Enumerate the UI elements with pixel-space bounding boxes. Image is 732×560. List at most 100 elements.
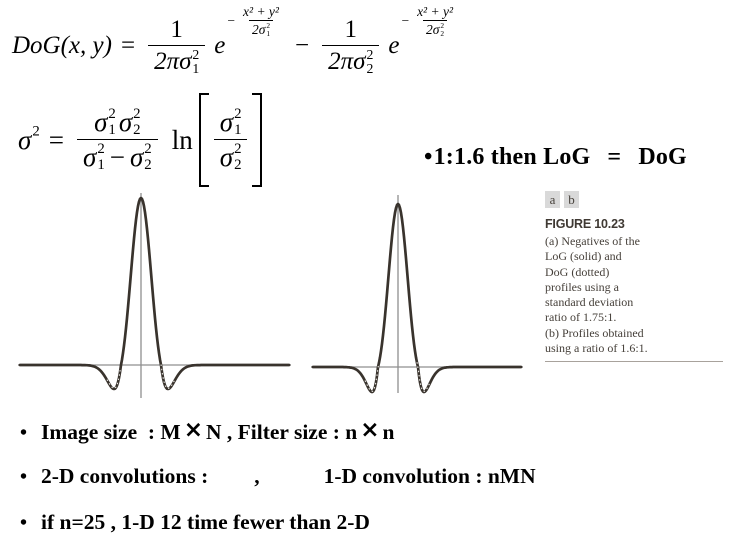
- times-sign: ×: [360, 417, 380, 443]
- exponent-fraction: x² + y² 2σ 2 1: [240, 4, 282, 38]
- neg-log-solid-curve-left: [18, 196, 291, 391]
- math-token: 2πσ: [154, 48, 192, 75]
- sub-sup-stack: 2 1: [234, 107, 241, 137]
- minus-sign: −: [294, 32, 310, 59]
- math-lhs: σ 2: [18, 123, 40, 156]
- caption-line: LoG (solid) and: [545, 249, 622, 264]
- sigma-term: σ 2 2: [220, 142, 242, 173]
- bullet-n25-comparison: • if n=25 , 1-D 12 time fewer than 2-D: [20, 510, 370, 535]
- left-bracket: [198, 93, 209, 187]
- sub-sup-stack: 2 2: [440, 22, 444, 37]
- math-token: σ: [82, 142, 97, 172]
- fraction-numerator: 1: [170, 15, 183, 43]
- bullet-marker: •: [20, 422, 28, 444]
- math-token: 2: [144, 141, 152, 158]
- bullet-image-filter-size: • Image size : M × N , Filter size : n ×…: [20, 417, 395, 445]
- superscript: 2: [32, 123, 40, 140]
- bullet-text: 1-D convolution : nMN: [323, 464, 536, 488]
- sub-sup-stack: 2 2: [234, 142, 241, 172]
- fraction-denominator: 2σ 2 1: [248, 20, 274, 38]
- comma: ,: [254, 464, 260, 488]
- math-token: 2: [234, 156, 242, 173]
- math-token: 1: [192, 61, 200, 76]
- neg-dog-dotted-curve-right: [364, 362, 431, 393]
- dog-formula: DoG(x, y) = 1 2πσ 2 1 e − x² + y² 2σ 2: [12, 4, 460, 88]
- math-token: 2: [234, 106, 242, 123]
- math-token: 2: [440, 21, 445, 31]
- bullet-text: 2-D convolutions :: [41, 464, 209, 488]
- caption-text: (a) Negatives of the LoG (solid) and DoG…: [545, 234, 727, 356]
- caption-line: profiles using a: [545, 279, 619, 294]
- math-token: 1: [97, 156, 105, 173]
- math-token: σ: [129, 142, 144, 172]
- sub-sup-stack: 2 2: [366, 47, 374, 76]
- sigma-term: σ 2 2: [119, 107, 141, 138]
- math-token: σ: [118, 107, 133, 137]
- math-token: 1: [234, 121, 242, 138]
- caption-line: using a ratio of 1.6:1.: [545, 341, 648, 356]
- fraction-denominator: 2πσ 2 2: [322, 44, 380, 76]
- sub-sup-stack: 2 1: [108, 107, 115, 137]
- math-token: 2: [133, 121, 141, 138]
- caption-line: ratio of 1.75:1.: [545, 310, 617, 325]
- bracket-fraction: σ 2 1 σ 2 2: [213, 107, 248, 173]
- bullet-text: if n=25 , 1-D 12 time fewer than 2-D: [41, 510, 370, 534]
- minus-sign: −: [109, 142, 125, 172]
- math-token: 2: [440, 29, 445, 38]
- sub-sup-stack: 2 1: [192, 46, 200, 76]
- panel-tag-a: a: [545, 191, 560, 208]
- fraction-numerator: σ 2 1 σ 2 2: [88, 107, 147, 139]
- bullet-convolutions: • 2-D convolutions : , 1-D convolution :…: [20, 464, 536, 489]
- minus-sign: −: [227, 13, 236, 28]
- minus-sign: −: [401, 13, 410, 28]
- math-token: 1: [108, 121, 116, 138]
- sub-sup-stack: 2 1: [266, 22, 270, 37]
- right-bracket: [252, 93, 263, 187]
- bullet-text: Image size : M: [41, 420, 181, 444]
- equals-sign: =: [120, 32, 136, 59]
- equals-sign: =: [48, 124, 64, 155]
- neg-dog-dotted-curve-left: [106, 364, 175, 389]
- math-token: 2: [366, 61, 374, 76]
- caption-line: (b) Profiles obtained: [545, 325, 644, 340]
- fraction-denominator: 2πσ 2 1: [148, 44, 206, 76]
- math-e: e: [388, 32, 400, 59]
- sigma-formula: σ 2 = σ 2 1 σ 2 2: [18, 92, 263, 188]
- fraction-numerator: x² + y²: [243, 4, 279, 19]
- math-token: 2: [97, 141, 105, 158]
- math-token: 2πσ: [328, 48, 366, 75]
- exponent: − x² + y² 2σ 2 2: [401, 4, 460, 38]
- bullet-text: N , Filter size : n: [205, 420, 358, 444]
- math-token: 1: [266, 29, 271, 38]
- sigma-term: σ 2 1: [220, 107, 242, 138]
- math-token: σ: [219, 107, 234, 137]
- sub-sup-stack: 2 1: [97, 142, 104, 172]
- equals-sign: =: [607, 144, 622, 170]
- sub-sup-stack: 2 2: [144, 142, 151, 172]
- panel-tag-b: b: [564, 191, 579, 208]
- bullet-marker: •: [20, 466, 28, 488]
- caption-divider: [545, 361, 723, 363]
- math-e: e: [214, 32, 226, 59]
- fraction-denominator: 2σ 2 2: [422, 20, 448, 38]
- caption-line: standard deviation: [545, 295, 634, 310]
- math-token: 2: [32, 123, 40, 140]
- times-sign: ×: [183, 417, 203, 443]
- caption-line: DoG (dotted): [545, 264, 610, 279]
- neg-log-solid-curve-right: [311, 202, 523, 394]
- math-token: 2: [234, 141, 242, 158]
- fraction: 1 2πσ 2 2: [322, 16, 380, 76]
- math-token: 2: [108, 106, 116, 123]
- math-token: σ: [219, 142, 234, 172]
- math-token: σ: [18, 124, 32, 155]
- bullet-text: n: [382, 420, 395, 444]
- caption-line: (a) Negatives of the: [545, 234, 640, 248]
- fraction-numerator: x² + y²: [417, 4, 454, 19]
- figure-title: FIGURE 10.23: [545, 217, 625, 231]
- math-token: 2: [192, 46, 200, 62]
- exponent-fraction: x² + y² 2σ 2 2: [414, 4, 456, 38]
- math-ln: ln: [171, 124, 193, 155]
- math-lhs: DoG(x, y): [12, 32, 112, 59]
